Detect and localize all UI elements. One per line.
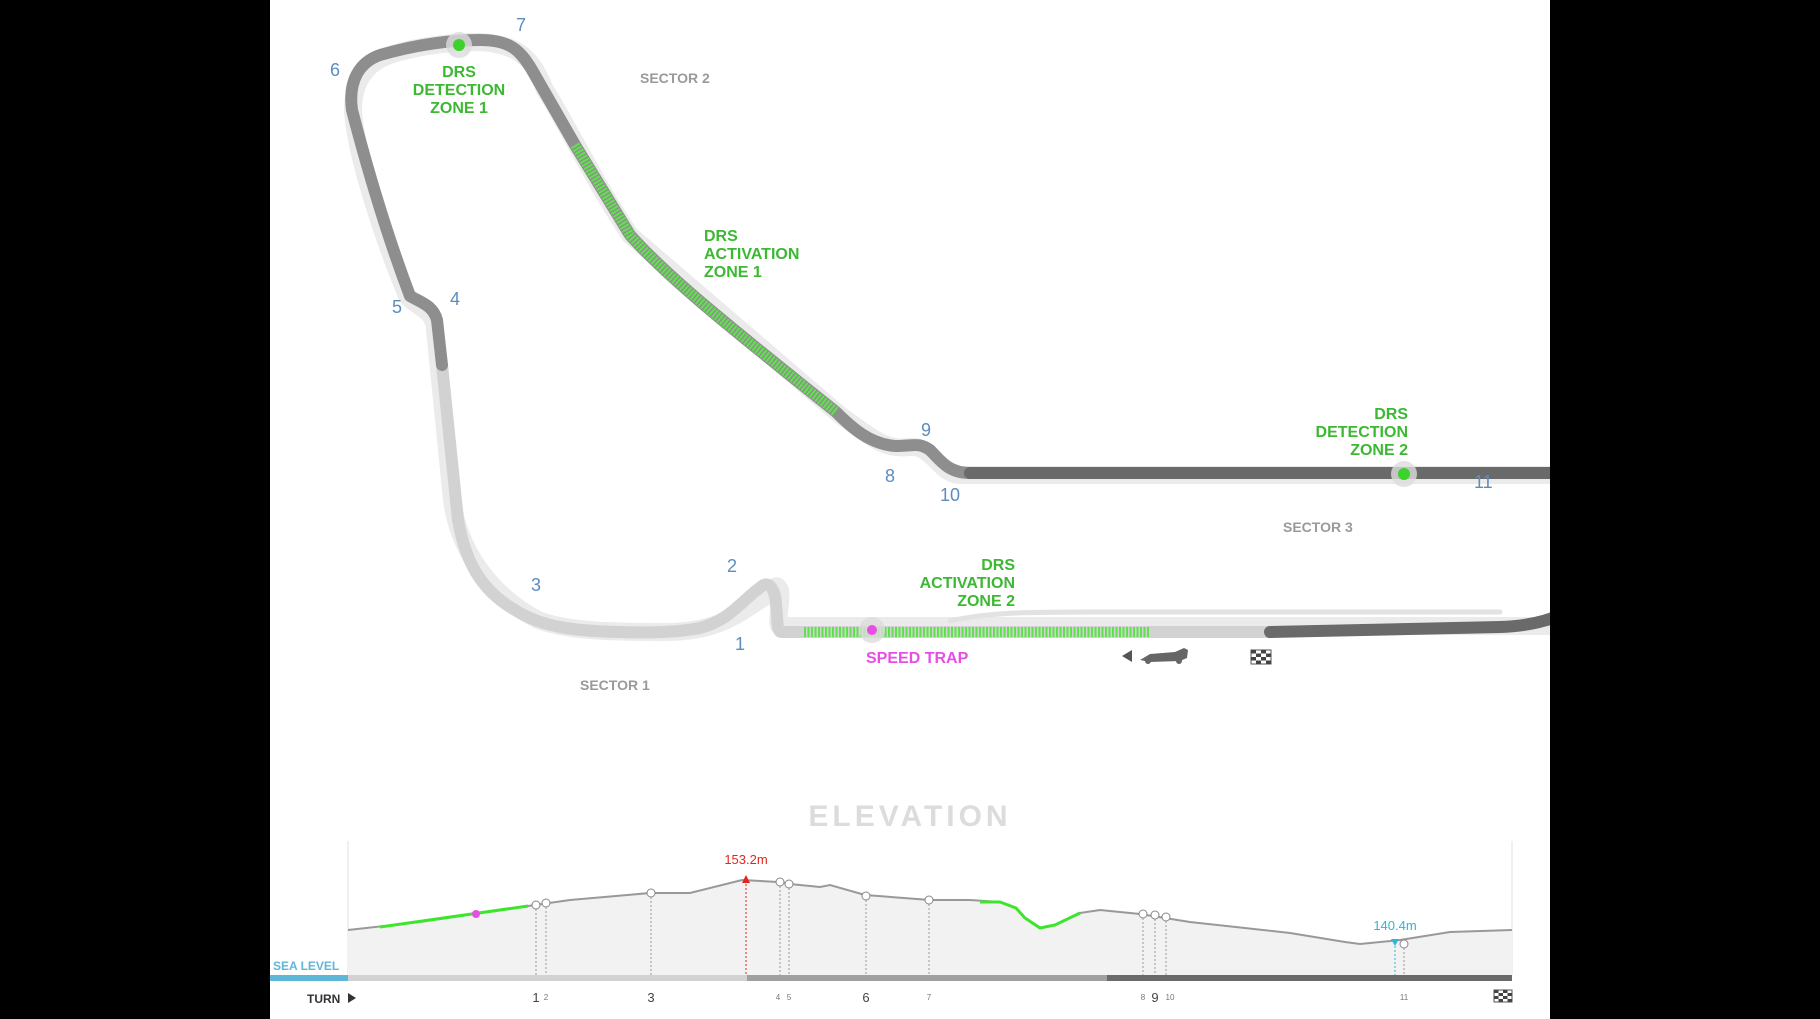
turn-tick-7: 7: [927, 993, 932, 1002]
svg-text:ZONE 2: ZONE 2: [957, 593, 1015, 610]
turn-tick-9: 9: [1151, 990, 1158, 1005]
sector-1-label: SECTOR 1: [580, 677, 650, 693]
elevation-turn-markers: [531, 877, 1409, 949]
turn-3-label: 3: [531, 575, 541, 595]
track-sector-3: [964, 467, 1550, 638]
speed-trap-label: SPEED TRAP: [866, 650, 969, 667]
turn-1-label: 1: [735, 634, 745, 654]
drs-detection-point-2: [1391, 461, 1417, 487]
turn-10-label: 10: [940, 485, 960, 505]
track-sector-2: [345, 34, 976, 479]
svg-text:DRS: DRS: [442, 64, 476, 81]
drs-detection-zone-1-label: DRS DETECTION ZONE 1: [413, 64, 505, 117]
turn-2-label: 2: [727, 556, 737, 576]
turn-6-label: 6: [330, 60, 340, 80]
elevation-speed-trap-marker: [472, 910, 480, 918]
elevation-min-marker: [1391, 939, 1399, 946]
turn-tick-10: 10: [1166, 993, 1175, 1002]
sector-bar-2: [747, 975, 1107, 981]
elevation-max-marker: [742, 875, 750, 883]
turn-4-label: 4: [450, 289, 460, 309]
elevation-title: ELEVATION: [808, 800, 1011, 833]
svg-text:ACTIVATION: ACTIVATION: [920, 575, 1015, 592]
pit-lane: [947, 609, 1503, 624]
drs-detection-zone-2-label: DRS DETECTION ZONE 2: [1316, 406, 1409, 459]
drs-detection-point-1: [446, 32, 472, 58]
sector-2-label: SECTOR 2: [640, 70, 710, 86]
svg-text:DRS: DRS: [981, 557, 1015, 574]
drs-activation-zone-2-label: DRS ACTIVATION ZONE 2: [920, 557, 1016, 610]
f1-car-icon: [1140, 648, 1188, 664]
elevation-max-label: 153.2m: [724, 852, 767, 867]
direction-arrow-icon: [1122, 650, 1132, 662]
svg-text:DRS: DRS: [1374, 406, 1408, 423]
turn-9-label: 9: [921, 420, 931, 440]
turn-tick-3: 3: [647, 990, 654, 1005]
turn-tick-6: 6: [862, 990, 869, 1005]
elevation-min-label: 140.4m: [1373, 918, 1416, 933]
svg-text:ZONE 1: ZONE 1: [430, 100, 488, 117]
turn-tick-5: 5: [787, 993, 792, 1002]
turn-8-label: 8: [885, 466, 895, 486]
turn-5-label: 5: [392, 297, 402, 317]
svg-text:ZONE 2: ZONE 2: [1350, 442, 1408, 459]
turn-tick-2: 2: [544, 993, 549, 1002]
turn-tick-11: 11: [1400, 993, 1409, 1002]
svg-text:ACTIVATION: ACTIVATION: [704, 246, 799, 263]
circuit-diagram: 1 2 3 4 5 6 7 8 9 10 11 SECTOR 1 SECTOR …: [270, 15, 1550, 1006]
elevation-area: [348, 880, 1512, 975]
svg-text:DETECTION: DETECTION: [1316, 424, 1408, 441]
drs-activation-zone-1-track: [570, 142, 840, 416]
turn-tick-1: 1: [532, 990, 539, 1005]
turn-11-label: 11: [1474, 472, 1493, 492]
checkered-flag-icon: [1250, 649, 1272, 665]
elevation-drs-segment-2: [980, 900, 1081, 930]
svg-text:ZONE 1: ZONE 1: [704, 264, 762, 281]
track-sector-1: [436, 359, 1276, 639]
sea-level-label: SEA LEVEL: [273, 959, 339, 973]
elevation-drs-segment-1: [379, 904, 529, 929]
turn-7-label: 7: [516, 15, 526, 35]
circuit-map-canvas: 1 2 3 4 5 6 7 8 9 10 11 SECTOR 1 SECTOR …: [270, 0, 1550, 1019]
drs-activation-zone-1-label: DRS ACTIVATION ZONE 1: [704, 228, 799, 281]
elevation-chart: 153.2m 140.4m SEA LEVEL TURN 1 2 3 4 5 6…: [270, 841, 1513, 1006]
finish-checkered-flag-icon: [1493, 989, 1513, 1003]
sector-3-label: SECTOR 3: [1283, 519, 1353, 535]
turn-axis-arrow-icon: [348, 993, 356, 1003]
svg-text:DRS: DRS: [704, 228, 738, 245]
turn-tick-8: 8: [1141, 993, 1146, 1002]
sea-level-bar: [270, 975, 348, 981]
track-outline: [344, 33, 1550, 641]
turn-axis-label: TURN: [307, 992, 340, 1006]
sector-bar-1: [348, 975, 747, 981]
turn-tick-4: 4: [776, 993, 781, 1002]
speed-trap-point: [859, 617, 885, 643]
sector-bar-3: [1107, 975, 1512, 981]
svg-text:DETECTION: DETECTION: [413, 82, 505, 99]
